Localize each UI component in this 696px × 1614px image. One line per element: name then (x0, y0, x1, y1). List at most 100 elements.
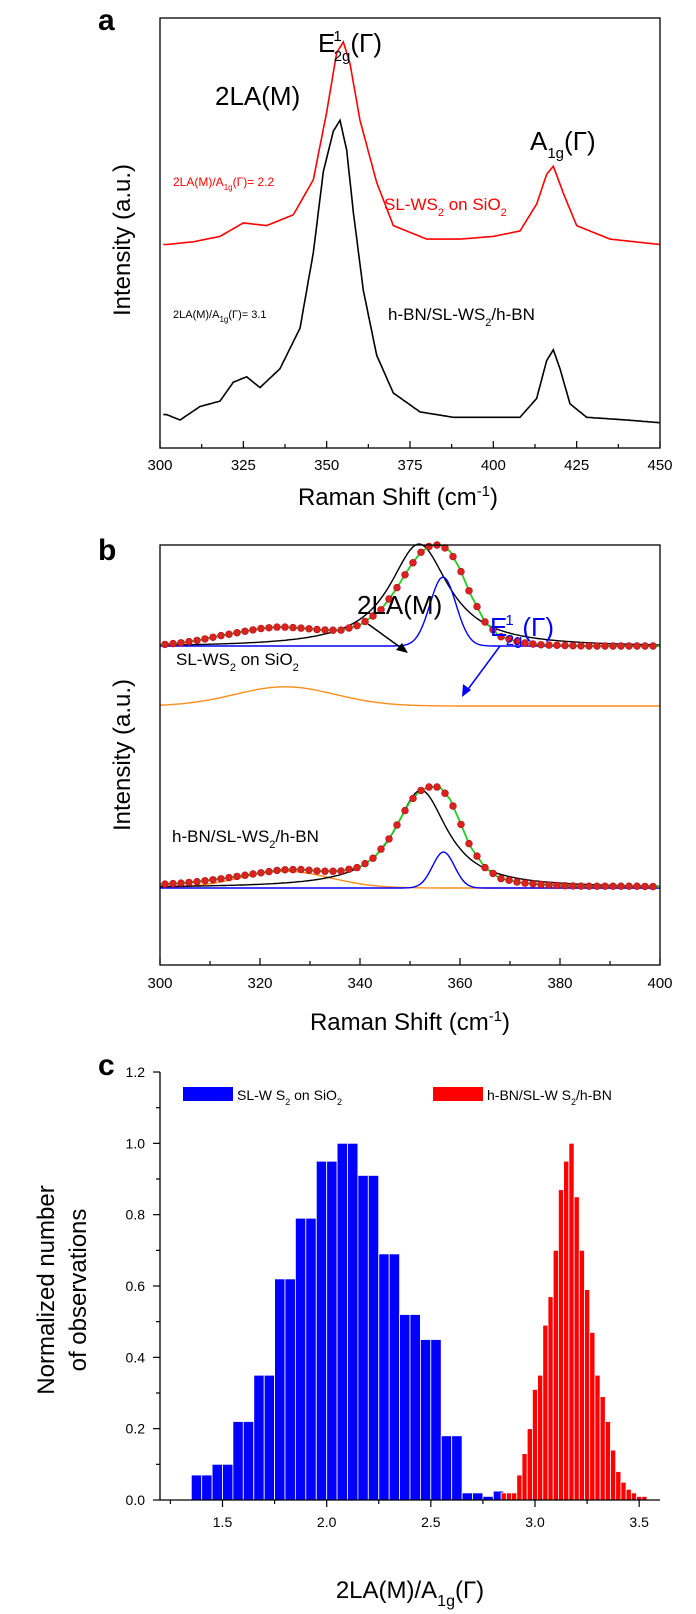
panel-b-top-data-point (329, 626, 337, 634)
panel-c: c 1.5 2.0 2.5 3.0 3.5 0.00.20.40.60.81.01.2 … (33, 1049, 660, 1610)
panel-b-bottom-data-point (593, 882, 601, 890)
panel-b-bottom-data-point (537, 880, 545, 889)
panel-b-bottom-data-point (297, 865, 305, 874)
panel-b-bottom-data-point (233, 872, 241, 881)
panel-b-bottom-data-point (561, 881, 569, 890)
panel-c-bar-hbn (620, 1481, 627, 1501)
panel-c-bar-sio2 (419, 1339, 432, 1501)
panel-a-x-tick-label: 400 (481, 457, 506, 474)
panel-c-x-tick-label: 2.0 (317, 1514, 337, 1530)
panel-c-bar-sio2 (315, 1160, 328, 1501)
panel-b-e2g-arrowhead (462, 684, 471, 697)
panel-c-y-tick-label: 0.4 (126, 1349, 146, 1365)
panel-b-y-axis-title: Intensity (a.u.) (109, 679, 136, 831)
panel-c-bar-hbn (615, 1471, 622, 1501)
panel-b-top-data-point (385, 595, 393, 603)
panel-b-top-data-point (457, 567, 465, 576)
panel-b-top-data-point (241, 627, 249, 635)
panel-b-top-data-point (305, 625, 313, 633)
panel-c-bar-hbn (573, 1196, 580, 1501)
panel-b-bottom-data-point (449, 802, 457, 810)
panel-b-top-data-point (345, 624, 353, 632)
panel-b-bottom-data-point (385, 835, 393, 843)
panel-c-bar-sio2 (472, 1492, 484, 1501)
panel-b-top-data-point (297, 624, 305, 632)
panel-b-top-data-point (633, 642, 641, 650)
panel-c-x-tick-label: 1.5 (213, 1514, 233, 1530)
panel-c-bar-sio2 (274, 1278, 286, 1501)
panel-b-bottom-data-point (649, 882, 657, 891)
panel-c-bar-hbn (558, 1189, 565, 1501)
panel-b-top-data-point (177, 639, 185, 647)
panel-b-bottom-data-point (441, 789, 449, 797)
panel-b-bottom-data-point (353, 863, 361, 872)
panel-b-top-data-point (313, 625, 321, 634)
panel-c-bar-hbn (578, 1249, 585, 1501)
panel-b-plot-area (159, 541, 661, 891)
panel-b-x-tick-label: 320 (247, 975, 272, 992)
panel-b-top-low-freq-fit (159, 686, 660, 707)
panel-a-ratio-red: 2LA(M)/A1g(Γ)= 2.2 (173, 175, 275, 192)
panel-b-top-data-point (249, 626, 257, 634)
panel-b-top-data-point (593, 642, 601, 650)
panel-c-legend-swatch-hbn (433, 1087, 483, 1101)
panel-c-y-tick-label: 0.0 (126, 1492, 146, 1508)
panel-c-bar-hbn (547, 1296, 554, 1501)
panel-b-bottom-data-point (249, 870, 257, 878)
panel-b-bottom-data-point (481, 863, 489, 872)
panel-c-bar-sio2 (222, 1463, 234, 1501)
panel-a-x-tick-label: 450 (647, 457, 672, 474)
panel-c-legend-label-sio2: SL-W S2 on SiO2 (237, 1087, 342, 1107)
panel-b-bottom-data-point (281, 866, 289, 874)
panel-c-y-tick-label: 0.6 (126, 1278, 146, 1294)
panel-b-bottom-data-point (609, 882, 617, 890)
panel-b-bottom-data-point (577, 882, 585, 890)
panel-b-top-data-point (577, 642, 585, 650)
panel-b-2la-arrowhead (396, 643, 408, 653)
panel-b-top-data-point (465, 587, 473, 595)
panel-c-bar-hbn (584, 1289, 591, 1501)
panel-c-y-tick-label: 1.2 (126, 1064, 146, 1080)
panel-b: b 300 320 340 360 380 400 Raman Shift (cm-1) … (98, 534, 673, 1036)
panel-a-plot-area (163, 40, 661, 424)
panel-c-bar-sio2 (347, 1142, 359, 1501)
panel-c-bar-hbn (521, 1453, 528, 1501)
panel-b-x-ticks: 300 320 340 360 380 400 (147, 958, 673, 992)
panel-c-bar-hbn (542, 1324, 549, 1501)
panel-b-bottom-data-point (241, 871, 249, 879)
panel-b-bottom-data-point (209, 876, 217, 884)
panel-b-top-data-point (321, 626, 329, 634)
panel-b-bottom-data-point (585, 882, 593, 890)
panel-b-top-data-point (289, 623, 297, 632)
panel-b-top-data-point (569, 641, 577, 650)
panel-b-bottom-data-point (257, 869, 265, 877)
panel-c-bar-hbn (594, 1374, 601, 1501)
panel-b-bottom-data-point (345, 865, 353, 873)
panel-b-bottom-data-point (369, 854, 377, 862)
panel-b-x-tick-label: 380 (547, 975, 572, 992)
panel-b-top-data-point (625, 642, 633, 650)
panel-b-e2g-arrow (465, 645, 501, 693)
panel-c-bar-hbn (500, 1492, 507, 1501)
panel-b-2la-arrow (367, 623, 405, 651)
panel-a-label-sio2: SL-WS2 on SiO2 (384, 195, 507, 219)
panel-b-bottom-data-point (161, 880, 169, 888)
panel-b-bottom-data-point (305, 866, 313, 874)
panel-b-top-data-point (409, 558, 417, 567)
panel-c-x-tick-label: 3.5 (629, 1514, 649, 1530)
panel-b-2la-label: 2LA(M) (357, 590, 442, 620)
panel-b-bottom-data-point (601, 882, 609, 890)
panel-b-bottom-data-point (201, 877, 209, 885)
panel-a-y-axis-title: Intensity (a.u.) (109, 164, 136, 316)
panel-b-bottom-data-point (457, 820, 465, 829)
panel-b-bottom-data-point (625, 882, 633, 890)
panel-c-bar-sio2 (242, 1421, 255, 1501)
panel-b-top-data-point (401, 571, 409, 579)
panel-b-top-data-point (529, 640, 537, 648)
panel-b-top-data-point (169, 639, 177, 648)
panel-b-top-data-point (497, 632, 505, 641)
panel-b-bottom-data-point (401, 806, 409, 815)
panel-b-bottom-data-point (393, 821, 401, 829)
panel-c-bar-sio2 (211, 1463, 223, 1501)
panel-b-bottom-data-point (425, 783, 433, 791)
